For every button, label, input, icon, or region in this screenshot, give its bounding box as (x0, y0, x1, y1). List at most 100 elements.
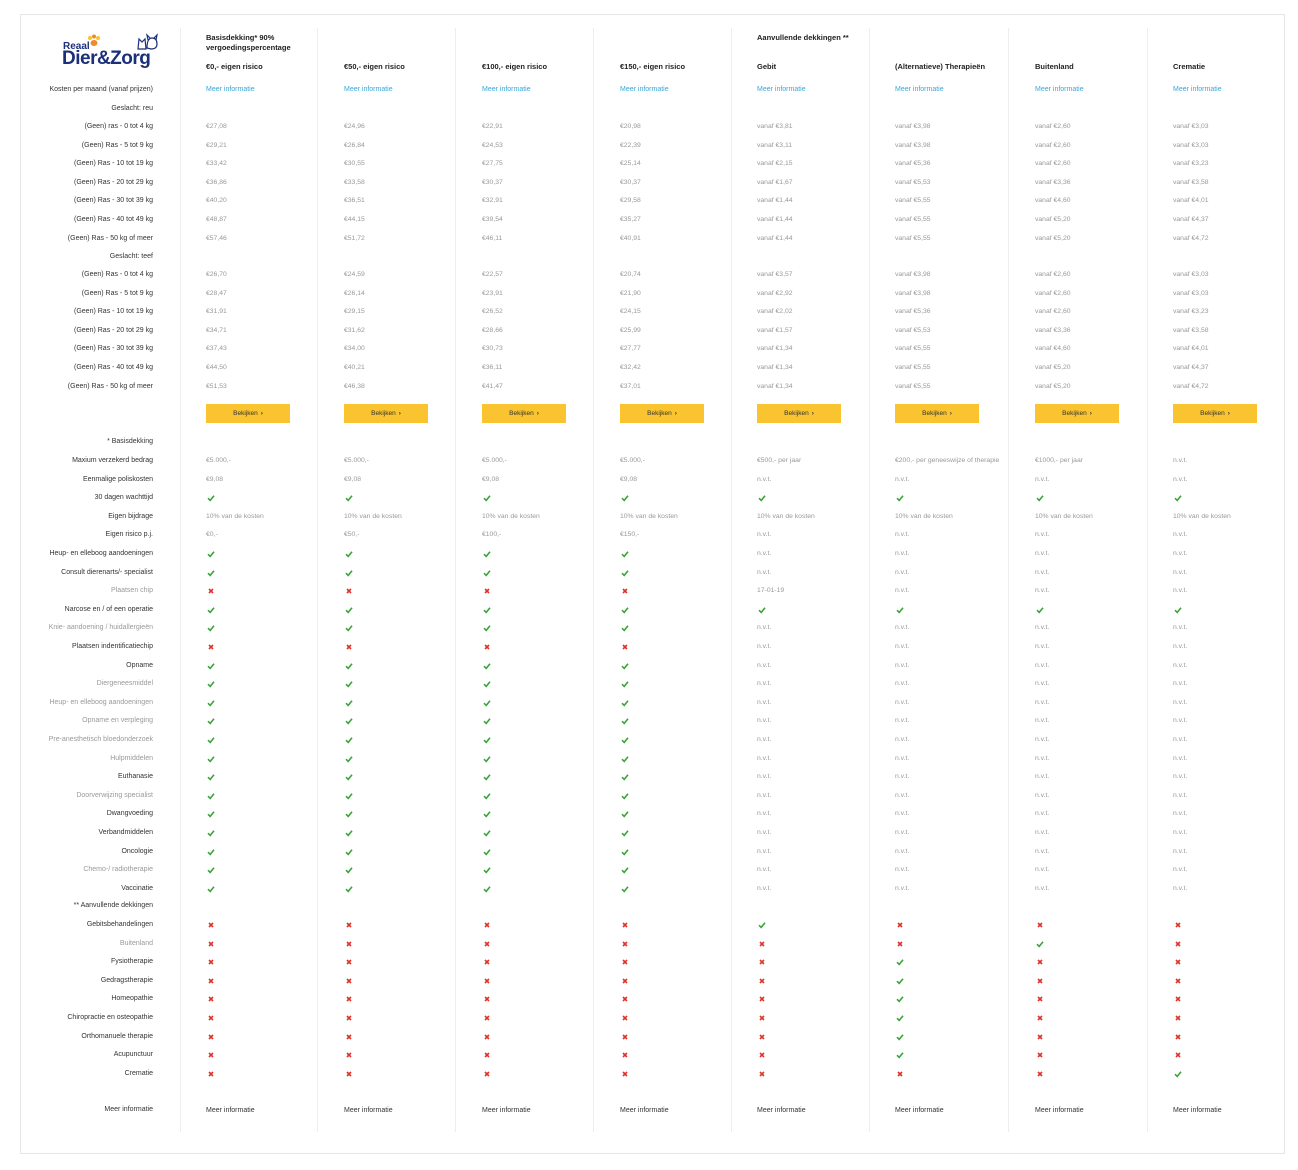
price-cell: €34,00 (344, 345, 365, 353)
bekijken-button[interactable]: Bekijken › (482, 404, 566, 423)
feature-value: €5.000,- (482, 457, 507, 464)
footer-meer-informatie-link[interactable]: Meer informatie (620, 1107, 669, 1114)
check-icon (1036, 607, 1044, 614)
meer-informatie-link[interactable]: Meer informatie (206, 86, 255, 93)
check-icon (621, 607, 629, 614)
feature-label: Gedragstherapie (100, 976, 153, 984)
feature-label: Verbandmiddelen (98, 829, 154, 836)
gender-reu-label: Geslacht: reu (111, 105, 153, 112)
check-icon (896, 959, 904, 966)
bekijken-button[interactable]: Bekijken › (620, 404, 704, 423)
check-icon (483, 793, 491, 800)
brand-logo[interactable]: Reaal Dier&Zorg (58, 30, 158, 72)
cross-icon (1037, 959, 1043, 965)
footer-meer-informatie-link[interactable]: Meer informatie (1173, 1107, 1222, 1114)
cross-icon (346, 588, 352, 594)
check-icon (896, 978, 904, 985)
price-cell: vanaf €5,55 (895, 345, 931, 353)
check-icon (758, 607, 766, 614)
check-icon (207, 737, 215, 744)
meer-informatie-link[interactable]: Meer informatie (482, 86, 531, 93)
feature-value: n.v.t. (895, 624, 910, 632)
check-icon (207, 625, 215, 632)
meer-informatie-link[interactable]: Meer informatie (895, 86, 944, 93)
footer-meer-informatie-link[interactable]: Meer informatie (1035, 1107, 1084, 1114)
feature-value: n.v.t. (757, 550, 772, 557)
feature-label: Eenmalige poliskosten (82, 475, 153, 483)
feature-value: n.v.t. (1173, 884, 1188, 892)
feature-value: n.v.t. (1173, 773, 1188, 781)
price-cell: €27,08 (206, 123, 227, 130)
cross-icon (1175, 941, 1181, 947)
weight-label: (Geen) Ras - 50 kg of meer (67, 382, 153, 390)
cross-icon (346, 922, 352, 928)
bekijken-button[interactable]: Bekijken › (344, 404, 428, 423)
feature-value: n.v.t. (1173, 587, 1188, 595)
check-icon (896, 1015, 904, 1022)
cross-icon (759, 996, 765, 1002)
price-cell: €25,14 (620, 160, 641, 168)
column-divider (869, 28, 870, 1132)
bekijken-button[interactable]: Bekijken › (895, 404, 979, 423)
check-icon (621, 774, 629, 781)
price-cell: vanaf €2,60 (1035, 271, 1071, 278)
feature-value: n.v.t. (895, 866, 910, 874)
cross-icon (208, 1034, 214, 1040)
feature-value: n.v.t. (895, 531, 910, 539)
price-cell: €33,42 (206, 160, 227, 168)
weight-label: (Geen) Ras - 10 tot 19 kg (74, 308, 153, 316)
price-cell: vanaf €2,60 (1035, 123, 1071, 130)
footer-meer-informatie-link[interactable]: Meer informatie (344, 1107, 393, 1114)
check-icon (345, 662, 353, 670)
meer-informatie-link[interactable]: Meer informatie (1173, 86, 1222, 93)
feature-value: n.v.t. (895, 680, 910, 688)
cross-icon (1037, 1071, 1043, 1077)
price-cell: vanaf €3,03 (1173, 141, 1209, 149)
cross-icon (759, 1015, 765, 1021)
meer-informatie-link[interactable]: Meer informatie (757, 86, 806, 93)
check-icon (207, 495, 215, 502)
feature-value: €500,- per jaar (757, 457, 802, 464)
meer-informatie-link[interactable]: Meer informatie (620, 86, 669, 93)
price-cell: €26,84 (344, 141, 365, 149)
footer-meer-informatie-link[interactable]: Meer informatie (757, 1107, 806, 1114)
feature-value: n.v.t. (757, 829, 772, 836)
cross-icon (1175, 978, 1181, 984)
price-cell: vanaf €3,36 (1035, 178, 1071, 186)
price-cell: vanaf €3,03 (1173, 289, 1209, 297)
feature-value: n.v.t. (1173, 661, 1188, 669)
feature-label: Plaatsen indentificatiechip (72, 643, 153, 650)
bekijken-button[interactable]: Bekijken › (757, 404, 841, 423)
footer-meer-informatie-link[interactable]: Meer informatie (895, 1107, 944, 1114)
chevron-right-icon: › (674, 410, 677, 417)
chevron-right-icon: › (1089, 410, 1092, 417)
feature-value: n.v.t. (1173, 698, 1188, 706)
price-cell: €31,91 (206, 308, 227, 316)
price-cell: €37,01 (620, 382, 641, 390)
feature-value: n.v.t. (1173, 829, 1188, 836)
cross-icon (622, 978, 628, 984)
price-cell: vanaf €3,98 (895, 289, 931, 297)
price-cell: vanaf €3,98 (895, 271, 931, 278)
cross-icon (759, 1034, 765, 1040)
meer-informatie-link[interactable]: Meer informatie (344, 86, 393, 93)
price-cell: €40,91 (620, 234, 641, 242)
check-icon (207, 662, 215, 670)
bekijken-button[interactable]: Bekijken › (1035, 404, 1119, 423)
column-title: €0,- eigen risico (206, 62, 263, 71)
feature-label: Eigen bijdrage (108, 512, 153, 520)
feature-label: Maxium verzekerd bedrag (72, 457, 153, 464)
feature-label: 30 dagen wachttijd (94, 494, 153, 502)
bekijken-button[interactable]: Bekijken › (206, 404, 290, 423)
meer-informatie-link[interactable]: Meer informatie (1035, 86, 1084, 93)
cross-icon (346, 978, 352, 984)
price-cell: €24,59 (344, 271, 365, 278)
footer-meer-informatie-link[interactable]: Meer informatie (206, 1107, 255, 1114)
column-title: €100,- eigen risico (482, 62, 548, 71)
price-cell: €29,58 (620, 197, 641, 205)
bekijken-button[interactable]: Bekijken › (1173, 404, 1257, 423)
price-cell: vanaf €5,53 (895, 326, 931, 334)
feature-value: n.v.t. (1035, 643, 1050, 650)
check-icon (621, 886, 629, 893)
footer-meer-informatie-link[interactable]: Meer informatie (482, 1107, 531, 1114)
